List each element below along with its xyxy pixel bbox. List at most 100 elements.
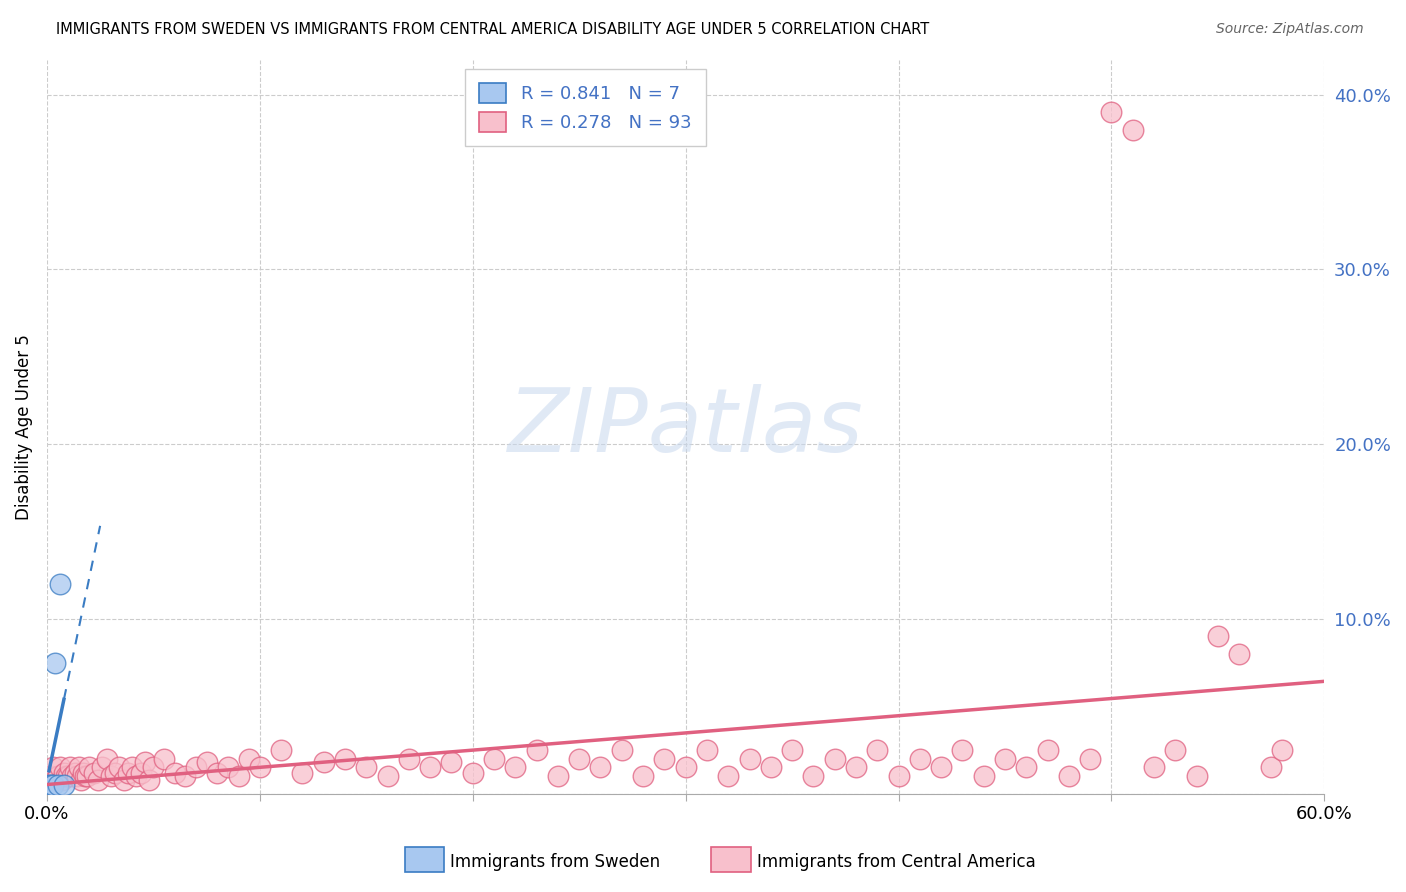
Point xyxy=(125,769,148,783)
Point xyxy=(1271,743,1294,757)
Point xyxy=(70,772,93,787)
Point xyxy=(63,765,86,780)
Point xyxy=(184,760,207,774)
Point xyxy=(153,752,176,766)
Point xyxy=(52,778,75,792)
Point xyxy=(46,778,69,792)
Point xyxy=(356,760,378,774)
Point xyxy=(62,769,84,783)
Point xyxy=(717,769,740,783)
Point xyxy=(866,743,889,757)
Point xyxy=(1101,105,1123,120)
Point xyxy=(195,756,218,770)
Point xyxy=(39,778,62,792)
Point xyxy=(75,769,97,783)
Point xyxy=(174,769,197,783)
Point xyxy=(1078,752,1101,766)
Point xyxy=(134,756,156,770)
Point xyxy=(117,765,139,780)
Point xyxy=(66,769,89,783)
Point xyxy=(505,760,527,774)
Point xyxy=(46,769,69,783)
Point xyxy=(79,760,101,774)
Point xyxy=(48,577,70,591)
Point xyxy=(112,772,135,787)
Point xyxy=(39,769,62,783)
Text: Immigrants from Sweden: Immigrants from Sweden xyxy=(450,853,659,871)
Point xyxy=(121,760,143,774)
Point xyxy=(291,765,314,780)
Point xyxy=(91,760,114,774)
Point xyxy=(1164,743,1187,757)
Point xyxy=(270,743,292,757)
Point xyxy=(38,769,60,783)
Point xyxy=(217,760,239,774)
Point xyxy=(1036,743,1059,757)
Point xyxy=(526,743,548,757)
Point xyxy=(87,772,110,787)
Point xyxy=(803,769,825,783)
Point xyxy=(887,769,910,783)
Point xyxy=(83,765,105,780)
Point xyxy=(72,765,94,780)
Point xyxy=(675,760,697,774)
Point xyxy=(100,769,122,783)
Point xyxy=(51,772,73,787)
Point xyxy=(44,656,66,670)
Point xyxy=(228,769,250,783)
Point xyxy=(589,760,612,774)
Point xyxy=(1057,769,1080,783)
Text: IMMIGRANTS FROM SWEDEN VS IMMIGRANTS FROM CENTRAL AMERICA DISABILITY AGE UNDER 5: IMMIGRANTS FROM SWEDEN VS IMMIGRANTS FRO… xyxy=(56,22,929,37)
Point xyxy=(738,752,761,766)
Point xyxy=(610,743,633,757)
Point xyxy=(696,743,718,757)
Point xyxy=(1143,760,1166,774)
Point xyxy=(333,752,356,766)
Point xyxy=(59,760,82,774)
Point xyxy=(44,772,66,787)
Point xyxy=(104,765,127,780)
Point xyxy=(138,772,160,787)
Point xyxy=(952,743,974,757)
Point xyxy=(48,760,70,774)
Point xyxy=(205,765,228,780)
Point xyxy=(824,752,846,766)
Point xyxy=(994,752,1017,766)
Point xyxy=(42,760,65,774)
Point xyxy=(42,778,65,792)
Point xyxy=(96,752,118,766)
Point xyxy=(312,756,335,770)
Point xyxy=(461,765,484,780)
Point xyxy=(56,769,79,783)
Point xyxy=(67,760,90,774)
Point xyxy=(1260,760,1282,774)
Point xyxy=(398,752,420,766)
Point xyxy=(929,760,952,774)
Point xyxy=(973,769,995,783)
Point xyxy=(52,765,75,780)
Point xyxy=(419,760,441,774)
Text: Source: ZipAtlas.com: Source: ZipAtlas.com xyxy=(1216,22,1364,37)
Point xyxy=(845,760,868,774)
Text: Immigrants from Central America: Immigrants from Central America xyxy=(756,853,1035,871)
Point xyxy=(759,760,782,774)
Point xyxy=(238,752,260,766)
Point xyxy=(1185,769,1208,783)
Point xyxy=(377,769,399,783)
Point xyxy=(440,756,463,770)
Point xyxy=(908,752,931,766)
Point xyxy=(55,769,77,783)
Point xyxy=(129,765,152,780)
Point xyxy=(163,765,186,780)
Point xyxy=(249,760,271,774)
Point xyxy=(547,769,569,783)
Point xyxy=(1206,629,1229,643)
Point xyxy=(780,743,803,757)
Point xyxy=(76,769,98,783)
Point xyxy=(1227,647,1250,661)
Point xyxy=(108,760,131,774)
Point xyxy=(1122,122,1144,136)
Point xyxy=(38,778,60,792)
Point xyxy=(142,760,165,774)
Point xyxy=(654,752,676,766)
